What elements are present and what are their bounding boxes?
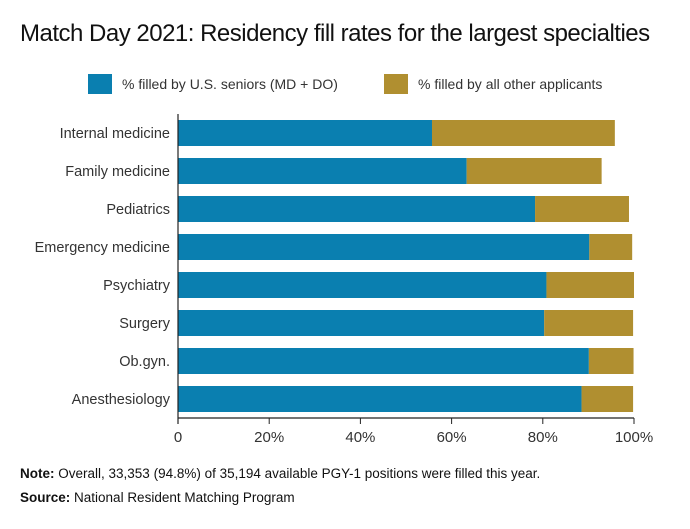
bar-surgery-other-applicants [544, 310, 634, 336]
bar-psychiatry-other-applicants [546, 272, 634, 298]
category-label-surgery: Surgery [119, 316, 171, 332]
bar-internal-medicine-other-applicants [431, 120, 615, 146]
source-label: Source: [20, 490, 71, 505]
bar-anesthesiology-other-applicants [581, 386, 634, 412]
bar-family-medicine-us-seniors [178, 158, 467, 184]
category-label-psychiatry: Psychiatry [103, 278, 171, 294]
legend-label-other-applicants: % filled by all other applicants [418, 76, 603, 92]
bar-psychiatry-us-seniors [178, 272, 547, 298]
source-text: National Resident Matching Program [74, 490, 295, 505]
legend-item-other-applicants: % filled by all other applicants [384, 72, 602, 96]
legend-label-us-seniors: % filled by U.S. seniors (MD + DO) [122, 76, 338, 92]
bar-pediatrics-other-applicants [535, 196, 629, 222]
x-tick-label-40: 40% [345, 429, 375, 446]
x-tick-label-80: 80% [528, 429, 558, 446]
legend-swatch-other-applicants [384, 74, 408, 94]
x-tick-label-100: 100% [615, 429, 653, 446]
category-label-ob-gyn: Ob.gyn. [119, 354, 170, 370]
legend-item-us-seniors: % filled by U.S. seniors (MD + DO) [88, 72, 338, 96]
footer-source: Source: National Resident Matching Progr… [20, 490, 295, 505]
bar-emergency-medicine-us-seniors [178, 234, 590, 260]
bar-surgery-us-seniors [178, 310, 545, 336]
legend: % filled by U.S. seniors (MD + DO) % fil… [0, 72, 690, 96]
footer-note: Note: Overall, 33,353 (94.8%) of 35,194 … [20, 466, 540, 481]
chart-title: Match Day 2021: Residency fill rates for… [20, 20, 650, 47]
category-label-family-medicine: Family medicine [65, 164, 170, 180]
bar-chart: Internal medicine Family medicine Pediatri… [35, 114, 653, 446]
x-tick-label-0: 0 [174, 429, 182, 446]
bar-pediatrics-us-seniors [178, 196, 536, 222]
bar-internal-medicine-us-seniors [178, 120, 432, 146]
note-label: Note: [20, 466, 55, 481]
x-tick-label-60: 60% [437, 429, 467, 446]
note-text: Overall, 33,353 (94.8%) of 35,194 availa… [58, 466, 541, 481]
bar-emergency-medicine-other-applicants [589, 234, 633, 260]
legend-swatch-us-seniors [88, 74, 112, 94]
bar-ob-gyn-other-applicants [588, 348, 634, 374]
category-label-internal-medicine: Internal medicine [60, 126, 170, 142]
category-label-emergency-medicine: Emergency medicine [35, 240, 170, 256]
bar-anesthesiology-us-seniors [178, 386, 582, 412]
category-label-anesthesiology: Anesthesiology [72, 392, 171, 408]
bar-ob-gyn-us-seniors [178, 348, 589, 374]
x-tick-label-20: 20% [254, 429, 284, 446]
category-label-pediatrics: Pediatrics [106, 202, 170, 218]
bar-family-medicine-other-applicants [466, 158, 602, 184]
